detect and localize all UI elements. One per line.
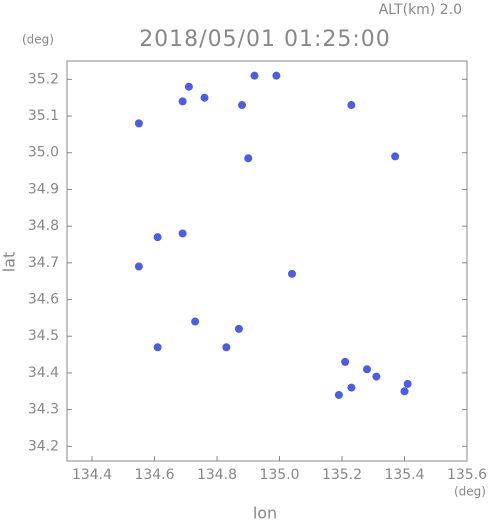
echo-point	[341, 357, 350, 366]
echo-point	[347, 101, 356, 110]
echo-point	[184, 82, 193, 91]
echo-point	[222, 343, 231, 352]
echo-point	[372, 372, 381, 381]
x-tick-label: 134.8	[197, 467, 237, 483]
x-tick-label: 135.6	[447, 467, 487, 483]
y-tick-label: 35.0	[28, 145, 59, 161]
echo-point	[153, 233, 162, 242]
echo-point	[134, 262, 143, 271]
echo-point	[153, 343, 162, 352]
y-tick-label: 35.2	[28, 71, 59, 87]
y-tick-label: 34.8	[28, 218, 59, 234]
echo-point	[200, 93, 209, 102]
chart-subtitle: ALT(km) 2.0	[379, 2, 462, 18]
x-unit: (deg)	[454, 485, 486, 499]
y-tick-label: 34.9	[28, 181, 59, 197]
echo-point	[334, 390, 343, 399]
echo-point	[244, 154, 253, 163]
x-tick-label: 134.6	[134, 467, 174, 483]
x-tick-label: 135.4	[384, 467, 424, 483]
x-tick-label: 135.0	[259, 467, 299, 483]
y-axis-label: lat	[0, 252, 19, 273]
y-tick-label: 35.1	[28, 108, 59, 124]
echo-point	[191, 317, 200, 326]
y-tick-label: 34.4	[28, 365, 59, 381]
echo-point	[363, 365, 371, 374]
echo-point	[250, 71, 259, 80]
echo-point	[238, 101, 246, 110]
echo-point	[134, 119, 143, 128]
echo-point	[234, 324, 243, 333]
echo-point	[347, 383, 356, 392]
echo-point	[178, 97, 187, 106]
y-tick-label: 34.6	[28, 292, 59, 308]
echo-point	[288, 269, 296, 278]
echo-point	[272, 71, 281, 80]
y-tick-label: 34.5	[28, 328, 59, 344]
x-axis-label: lon	[253, 504, 277, 521]
plot-frame	[66, 60, 468, 462]
y-unit: (deg)	[22, 33, 54, 47]
y-tick-label: 34.3	[28, 402, 59, 418]
chart-title: 2018/05/01 01:25:00	[139, 27, 391, 52]
echo-point	[403, 379, 412, 388]
y-tick-label: 34.7	[28, 255, 59, 271]
echo-point	[178, 229, 187, 238]
x-tick-label: 135.2	[322, 467, 362, 483]
x-tick-label: 134.4	[72, 467, 112, 483]
echo-point	[391, 152, 400, 161]
y-tick-label: 34.2	[28, 438, 59, 454]
echo-point	[400, 387, 409, 396]
